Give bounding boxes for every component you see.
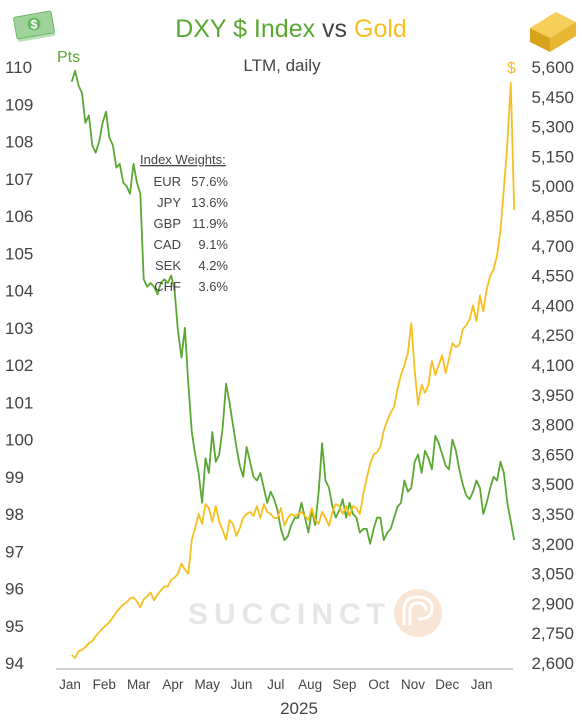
x-tick-label: Sep <box>332 677 356 692</box>
left-tick-label: 104 <box>5 282 33 301</box>
title-dxy: DXY $ Index <box>175 15 315 43</box>
right-tick-label: 3,200 <box>531 535 574 554</box>
x-axis: Jan Feb Mar Apr May Jun Jul Aug Sep Oct Nov Dec Jan <box>59 677 492 692</box>
weight-currency: JPY <box>157 195 181 210</box>
chart-title: DXY $ Index vs Gold <box>175 15 407 43</box>
right-tick-label: 4,250 <box>531 326 574 345</box>
right-tick-label: 3,350 <box>531 505 574 524</box>
gold-series-line <box>71 82 516 659</box>
weight-currency: EUR <box>154 174 181 189</box>
x-tick-label: Feb <box>93 677 116 692</box>
left-tick-label: 106 <box>5 207 33 226</box>
x-tick-label: Oct <box>368 677 389 692</box>
right-tick-label: 3,050 <box>531 565 574 584</box>
title-gold: Gold <box>354 15 407 43</box>
weight-percent: 3.6% <box>198 279 228 294</box>
x-tick-label: May <box>194 677 220 692</box>
dollar-bills-icon: $ <box>13 10 56 42</box>
right-tick-label: 5,000 <box>531 177 574 196</box>
weight-percent: 11.9% <box>192 216 228 231</box>
left-tick-label: 102 <box>5 356 33 375</box>
right-tick-label: 3,650 <box>531 445 574 464</box>
left-tick-label: 109 <box>5 95 33 114</box>
left-tick-label: 97 <box>5 542 24 561</box>
right-tick-label: 5,150 <box>531 147 574 166</box>
left-tick-label: 103 <box>5 319 33 338</box>
weight-currency: GBP <box>154 216 181 231</box>
left-tick-label: 95 <box>5 617 24 636</box>
left-tick-label: 107 <box>5 170 33 189</box>
x-tick-label: Dec <box>435 677 459 692</box>
left-tick-label: 99 <box>5 468 24 487</box>
right-tick-label: 3,500 <box>531 475 574 494</box>
left-tick-label: 94 <box>5 654 24 673</box>
right-tick-label: 2,900 <box>531 594 574 613</box>
right-tick-label: 4,400 <box>531 296 574 315</box>
left-tick-label: 98 <box>5 505 24 524</box>
svg-text:$: $ <box>31 18 38 32</box>
index-weights-annotation: Index Weights: EUR 57.6% JPY 13.6% GBP 11.9% C… <box>140 152 228 294</box>
right-tick-label: 3,800 <box>531 416 574 435</box>
left-tick-label: 101 <box>5 393 33 412</box>
right-tick-label: 4,700 <box>531 237 574 256</box>
right-tick-label: 5,450 <box>531 88 574 107</box>
x-tick-label: Aug <box>298 677 322 692</box>
dxy-series-line <box>70 69 516 545</box>
succinct-watermark: SUCCINCT <box>188 589 442 637</box>
right-tick-label: 5,600 <box>531 58 574 77</box>
right-tick-label: 4,550 <box>531 267 574 286</box>
left-tick-label: 110 <box>5 58 32 77</box>
x-tick-label: Jun <box>231 677 253 692</box>
left-axis: 94 95 96 97 98 99 100 101 102 103 104 105 106 107 108 1… <box>5 58 33 673</box>
succinct-logo-icon <box>394 589 442 637</box>
left-tick-label: 96 <box>5 580 24 599</box>
right-tick-label: 4,850 <box>531 207 574 226</box>
x-tick-label: Jan <box>59 677 81 692</box>
x-tick-label: Nov <box>401 677 425 692</box>
right-tick-label: 3,950 <box>531 386 574 405</box>
left-tick-label: 108 <box>5 133 33 152</box>
weight-percent: 9.1% <box>198 237 228 252</box>
weight-currency: CAD <box>154 237 181 252</box>
right-tick-label: 2,750 <box>531 624 574 643</box>
left-axis-unit: Pts <box>57 49 80 66</box>
x-tick-label: Apr <box>162 677 184 692</box>
weight-currency: SEK <box>155 258 181 273</box>
weight-percent: 4.2% <box>198 258 228 273</box>
series-lines <box>70 69 516 659</box>
index-weights-title: Index Weights: <box>140 152 226 167</box>
x-tick-label: Jan <box>471 677 493 692</box>
x-tick-label: Mar <box>127 677 151 692</box>
weight-percent: 13.6% <box>191 195 228 210</box>
chart-subtitle: LTM, daily <box>243 56 321 75</box>
watermark-text: SUCCINCT <box>188 598 391 631</box>
title-vs: vs <box>315 15 354 43</box>
right-tick-label: 4,100 <box>531 356 574 375</box>
right-tick-label: 2,600 <box>531 654 574 673</box>
gold-bars-icon <box>530 12 576 52</box>
left-tick-label: 100 <box>5 431 33 450</box>
x-axis-year-label: 2025 <box>280 699 318 718</box>
x-tick-label: Jul <box>267 677 284 692</box>
index-weights-rows: EUR 57.6% JPY 13.6% GBP 11.9% CAD 9.1% SEK 4.2% CH… <box>154 174 229 294</box>
weight-currency: CHF <box>154 279 181 294</box>
right-axis: 2,600 2,750 2,900 3,050 3,200 3,350 3,500 3,650… <box>531 58 574 673</box>
weight-percent: 57.6% <box>191 174 228 189</box>
right-axis-unit: $ <box>507 60 516 77</box>
left-tick-label: 105 <box>5 244 33 263</box>
right-tick-label: 5,300 <box>531 118 574 137</box>
